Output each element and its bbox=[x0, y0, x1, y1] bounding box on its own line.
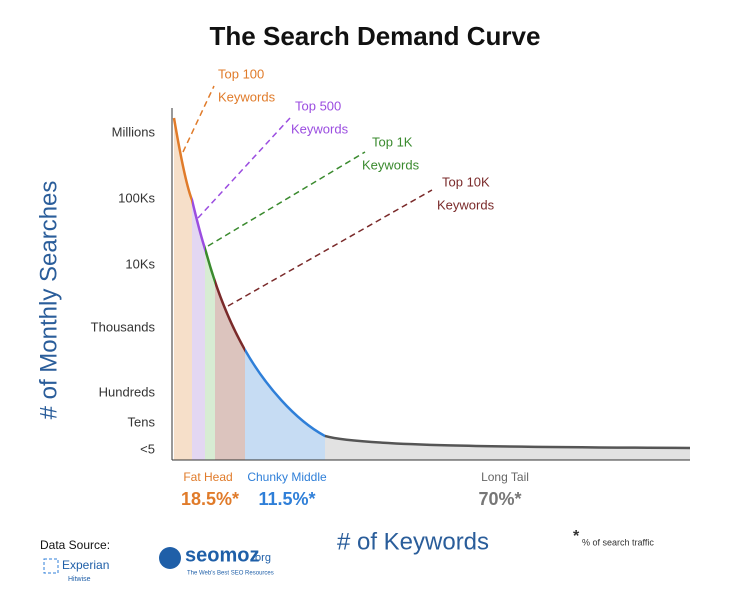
callout: Top 100 bbox=[218, 66, 264, 81]
y-label: <5 bbox=[140, 441, 155, 456]
logo-tagline: The Web's Best SEO Resources bbox=[187, 571, 274, 577]
footnote-mark: * bbox=[573, 528, 580, 545]
seomoz-icon bbox=[159, 547, 181, 569]
y-label: Tens bbox=[128, 414, 156, 429]
callout: Keywords bbox=[362, 157, 420, 172]
source-name: Experian bbox=[62, 558, 109, 572]
callout: Top 500 bbox=[295, 98, 341, 113]
callout-lines bbox=[182, 85, 433, 307]
y-axis-title: # of Monthly Searches bbox=[35, 181, 62, 420]
y-label: 10Ks bbox=[125, 256, 155, 271]
logo-suffix: .org bbox=[252, 552, 271, 564]
segment-name: Long Tail bbox=[481, 470, 529, 484]
y-label: Hundreds bbox=[99, 384, 156, 399]
callout: Keywords bbox=[437, 197, 495, 212]
title: The Search Demand Curve bbox=[210, 21, 541, 51]
source-sub: Hitwise bbox=[68, 576, 91, 583]
x-axis-title: # of Keywords bbox=[337, 528, 489, 555]
callout: Top 1K bbox=[372, 134, 413, 149]
callout: Top 10K bbox=[442, 174, 490, 189]
y-label: 100Ks bbox=[118, 190, 155, 205]
segment-share: 11.5%* bbox=[258, 489, 315, 509]
segment-share: 70%* bbox=[478, 489, 521, 509]
footnote: % of search traffic bbox=[582, 537, 654, 547]
y-label: Thousands bbox=[91, 319, 156, 334]
callout: Keywords bbox=[291, 121, 349, 136]
logo-name: seomoz bbox=[185, 544, 259, 566]
area-regions bbox=[174, 118, 690, 460]
callout: Keywords bbox=[218, 89, 276, 104]
source-label: Data Source: bbox=[40, 538, 110, 552]
segment-share: 18.5%* bbox=[181, 489, 239, 509]
experian-icon bbox=[43, 558, 59, 574]
y-label: Millions bbox=[112, 124, 156, 139]
segment-name: Fat Head bbox=[183, 470, 232, 484]
segment-name: Chunky Middle bbox=[247, 470, 327, 484]
